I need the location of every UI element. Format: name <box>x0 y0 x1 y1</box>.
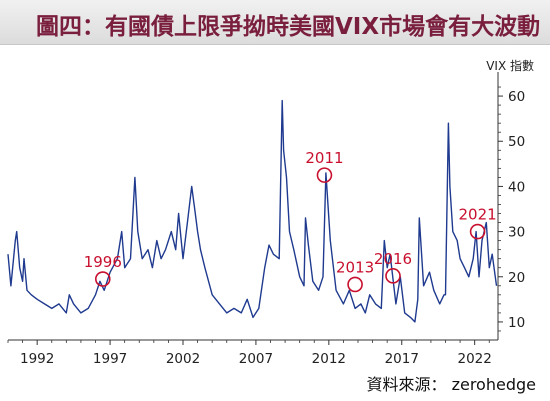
tick-marks: 10 20 30 40 50 60 1992 1997 2002 2007 2012 2017 2022 <box>7 86 525 367</box>
annotation-circle-2016 <box>385 268 401 284</box>
y-tick-label: 40 <box>508 179 525 195</box>
x-tick-label: 2002 <box>166 351 200 367</box>
axes <box>8 72 499 341</box>
annotation-circle-2021 <box>469 223 486 240</box>
x-tick-label: 1992 <box>20 351 54 367</box>
annotation-label-2013: 2013 <box>336 258 374 276</box>
y-tick-label: 20 <box>508 270 525 286</box>
title-bar: 圖四：有國債上限爭拗時美國VIX市場會有大波動 <box>0 0 550 45</box>
x-tick-label: 2012 <box>312 351 346 367</box>
annotations: 1996 2011 2013 2016 2021 <box>84 149 497 293</box>
y-tick-label: 30 <box>508 225 525 241</box>
annotation-label-2021: 2021 <box>458 206 496 224</box>
series-group <box>7 99 498 323</box>
x-tick-label: 2017 <box>385 351 419 367</box>
annotation-circle-2013 <box>347 276 363 293</box>
vix-series-line <box>7 99 498 323</box>
figure-title: 圖四：有國債上限爭拗時美國VIX市場會有大波動 <box>36 14 541 40</box>
y-tick-label: 50 <box>508 134 525 150</box>
annotation-label-1996: 1996 <box>84 253 122 271</box>
x-tick-label: 1997 <box>93 351 127 367</box>
y-axis-title: VIX 指數 <box>486 58 534 73</box>
y-tick-label: 60 <box>508 89 525 105</box>
x-tick-label: 2007 <box>239 351 273 367</box>
source-note: 資料來源： zerohedge <box>366 375 537 394</box>
annotation-circle-2011 <box>316 167 333 183</box>
annotation-label-2011: 2011 <box>305 149 343 167</box>
x-tick-label: 2022 <box>457 351 491 367</box>
annotation-circle-1996 <box>94 271 111 287</box>
y-tick-label: 10 <box>508 315 525 331</box>
annotation-label-2016: 2016 <box>374 250 412 268</box>
